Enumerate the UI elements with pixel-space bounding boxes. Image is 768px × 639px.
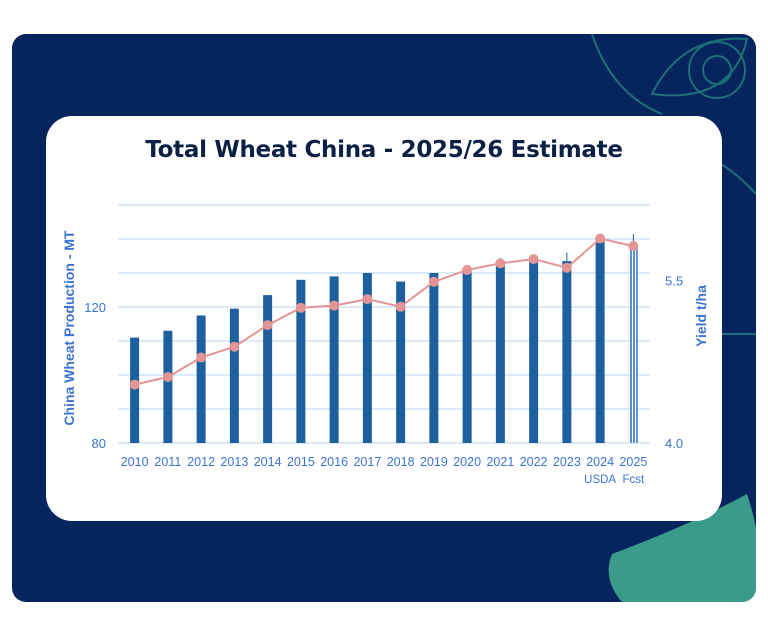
deco-ring-outer <box>688 41 746 99</box>
yield-point <box>395 301 406 312</box>
production-bar <box>329 276 339 443</box>
x-tick-label: 2011 <box>154 455 181 469</box>
x-tick-label: 2022 <box>520 455 548 469</box>
yield-point <box>196 352 207 363</box>
yield-point <box>462 264 473 275</box>
production-bar <box>296 279 306 443</box>
x-tick-label: 2023 <box>553 455 581 469</box>
chart-title: Total Wheat China - 2025/26 Estimate <box>145 137 623 163</box>
production-bar <box>163 330 173 443</box>
yield-line <box>134 237 634 386</box>
production-bar <box>362 273 372 443</box>
yield-point <box>362 294 373 305</box>
yield-point <box>229 341 240 352</box>
x-tick-label: 2012 <box>187 455 215 469</box>
production-bar <box>529 257 539 443</box>
x-tick-label: 2018 <box>387 455 415 469</box>
x-tick-label: 2025 <box>619 455 647 469</box>
yield-point <box>295 302 306 313</box>
x-tick-label: 2021 <box>486 455 514 469</box>
y2-axis-title: Yield t/ha <box>693 285 709 347</box>
y-tick-label: 80 <box>92 436 106 451</box>
production-bar <box>562 261 572 443</box>
y-tick-label: 120 <box>84 300 106 315</box>
yield-point <box>329 300 340 311</box>
x-sublabel: Fcst <box>623 474 646 486</box>
production-bar <box>595 239 605 443</box>
production-bar <box>396 281 406 443</box>
x-tick-label: 2014 <box>254 455 282 469</box>
x-tick-label: 2020 <box>453 455 481 469</box>
y2-tick-label: 4.0 <box>665 436 683 451</box>
x-tick-label: 2013 <box>220 455 248 469</box>
production-bar <box>462 271 472 443</box>
x-tick-label: 2019 <box>420 455 448 469</box>
leaf-shape <box>608 494 756 602</box>
yield-point <box>628 241 639 252</box>
yield-point <box>129 379 140 390</box>
x-tick-label: 2016 <box>320 455 348 469</box>
deco-stem <box>591 34 663 115</box>
x-tick-label: 2010 <box>121 455 149 469</box>
yield-point <box>162 372 173 383</box>
x-tick-label: 2024 <box>586 455 614 469</box>
yield-point <box>561 262 572 273</box>
production-bar <box>263 295 273 443</box>
forecast-bar <box>628 244 638 443</box>
y-axis-title: China Wheat Production - MT <box>61 230 77 426</box>
x-tick-label: 2017 <box>353 455 381 469</box>
production-bar <box>495 261 505 443</box>
yield-point <box>495 258 506 269</box>
x-sublabel: USDA <box>584 474 616 486</box>
deco-leaf-outline <box>650 37 749 97</box>
yield-point <box>262 320 273 331</box>
yield-point <box>428 276 439 287</box>
yield-point <box>595 233 606 244</box>
production-bar <box>229 308 239 443</box>
chart-card <box>46 116 722 521</box>
yield-point <box>528 254 539 265</box>
y2-tick-label: 5.5 <box>665 274 683 289</box>
x-tick-label: 2015 <box>287 455 315 469</box>
production-bar <box>429 273 439 443</box>
production-bar <box>196 315 206 443</box>
production-bar <box>130 337 140 443</box>
